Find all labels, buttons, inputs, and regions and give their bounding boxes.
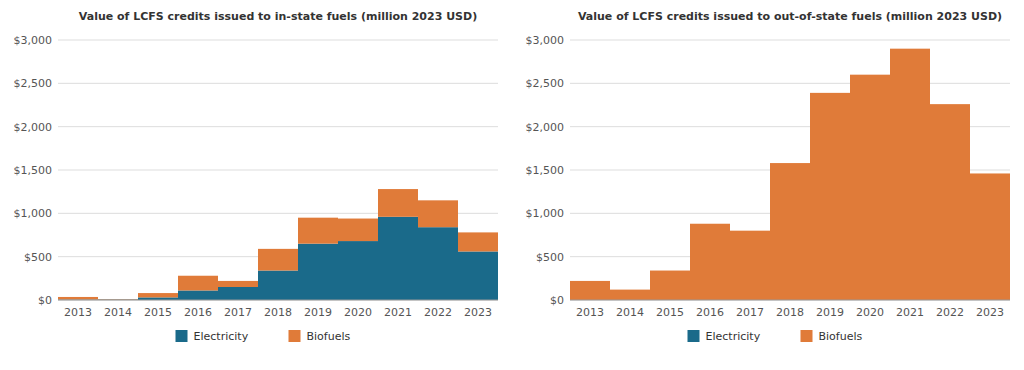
bar <box>418 200 458 227</box>
bar <box>258 249 298 271</box>
bar <box>650 271 690 300</box>
y-tick-label: $3,000 <box>526 34 565 47</box>
bar <box>770 163 810 300</box>
legend-swatch <box>289 330 301 342</box>
x-tick-label: 2014 <box>104 306 132 319</box>
grid-line <box>58 170 498 171</box>
bar <box>178 276 218 291</box>
x-tick-label: 2020 <box>344 306 372 319</box>
chart-panel: Value of LCFS credits issued to out-of-s… <box>526 10 1011 343</box>
bar <box>458 251 498 300</box>
bar <box>258 271 298 300</box>
y-tick-label: $0 <box>38 294 52 307</box>
y-tick-label: $1,000 <box>14 207 53 220</box>
x-tick-label: 2023 <box>464 306 492 319</box>
y-tick-label: $2,500 <box>526 77 565 90</box>
x-tick-label: 2016 <box>184 306 212 319</box>
legend-swatch <box>688 330 700 342</box>
grid-line <box>58 300 498 301</box>
y-tick-label: $500 <box>24 251 52 264</box>
bar <box>690 224 730 300</box>
x-tick-label: 2016 <box>696 306 724 319</box>
y-tick-label: $2,500 <box>14 77 53 90</box>
bar <box>930 104 970 300</box>
bar <box>730 231 770 300</box>
chart-title: Value of LCFS credits issued to in-state… <box>79 10 477 23</box>
bar <box>338 219 378 242</box>
x-tick-label: 2018 <box>264 306 292 319</box>
figure: Value of LCFS credits issued to in-state… <box>0 0 1024 370</box>
legend-label: Electricity <box>194 330 249 343</box>
legend-swatch <box>176 330 188 342</box>
x-tick-label: 2021 <box>384 306 412 319</box>
x-tick-label: 2018 <box>776 306 804 319</box>
bar <box>218 287 258 300</box>
x-tick-label: 2013 <box>576 306 604 319</box>
bar <box>338 241 378 300</box>
y-tick-label: $1,500 <box>526 164 565 177</box>
bar <box>610 290 650 300</box>
bar <box>810 93 850 300</box>
grid-line <box>570 40 1010 41</box>
legend-swatch <box>801 330 813 342</box>
x-axis-line <box>570 300 1010 301</box>
legend: Electricity Biofuels <box>688 330 863 343</box>
x-tick-label: 2014 <box>616 306 644 319</box>
x-tick-label: 2013 <box>64 306 92 319</box>
x-tick-label: 2021 <box>896 306 924 319</box>
x-tick-label: 2019 <box>816 306 844 319</box>
grid-line <box>570 83 1010 84</box>
bar <box>458 232 498 251</box>
grid-line <box>58 126 498 127</box>
x-tick-label: 2017 <box>736 306 764 319</box>
bar <box>138 293 178 297</box>
bars <box>570 49 1010 300</box>
bar <box>298 218 338 244</box>
grid-line <box>570 300 1010 301</box>
y-tick-label: $1,500 <box>14 164 53 177</box>
x-tick-label: 2019 <box>304 306 332 319</box>
x-axis-line <box>58 300 498 301</box>
x-tick-label: 2023 <box>976 306 1004 319</box>
bar <box>378 217 418 300</box>
x-tick-label: 2017 <box>224 306 252 319</box>
y-tick-label: $2,000 <box>526 121 565 134</box>
x-tick-label: 2020 <box>856 306 884 319</box>
legend-label: Electricity <box>706 330 761 343</box>
bar <box>218 281 258 287</box>
chart-title: Value of LCFS credits issued to out-of-s… <box>578 10 1002 23</box>
x-tick-label: 2015 <box>144 306 172 319</box>
bar <box>178 290 218 300</box>
grid-line <box>58 83 498 84</box>
legend: Electricity Biofuels <box>176 330 351 343</box>
bar <box>890 49 930 300</box>
bar <box>970 173 1010 300</box>
bar <box>570 281 610 300</box>
legend-label: Biofuels <box>819 330 863 343</box>
y-tick-label: $500 <box>536 251 564 264</box>
bar <box>298 244 338 300</box>
x-tick-label: 2022 <box>936 306 964 319</box>
chart-panel: Value of LCFS credits issued to in-state… <box>14 10 499 343</box>
legend-label: Biofuels <box>307 330 351 343</box>
y-tick-label: $3,000 <box>14 34 53 47</box>
y-tick-label: $1,000 <box>526 207 565 220</box>
y-tick-label: $0 <box>550 294 564 307</box>
x-tick-label: 2022 <box>424 306 452 319</box>
grid-line <box>58 40 498 41</box>
bar <box>850 75 890 300</box>
bar <box>418 227 458 300</box>
y-tick-label: $2,000 <box>14 121 53 134</box>
bar <box>58 297 98 300</box>
bars <box>58 189 498 300</box>
x-tick-label: 2015 <box>656 306 684 319</box>
bar <box>378 189 418 217</box>
